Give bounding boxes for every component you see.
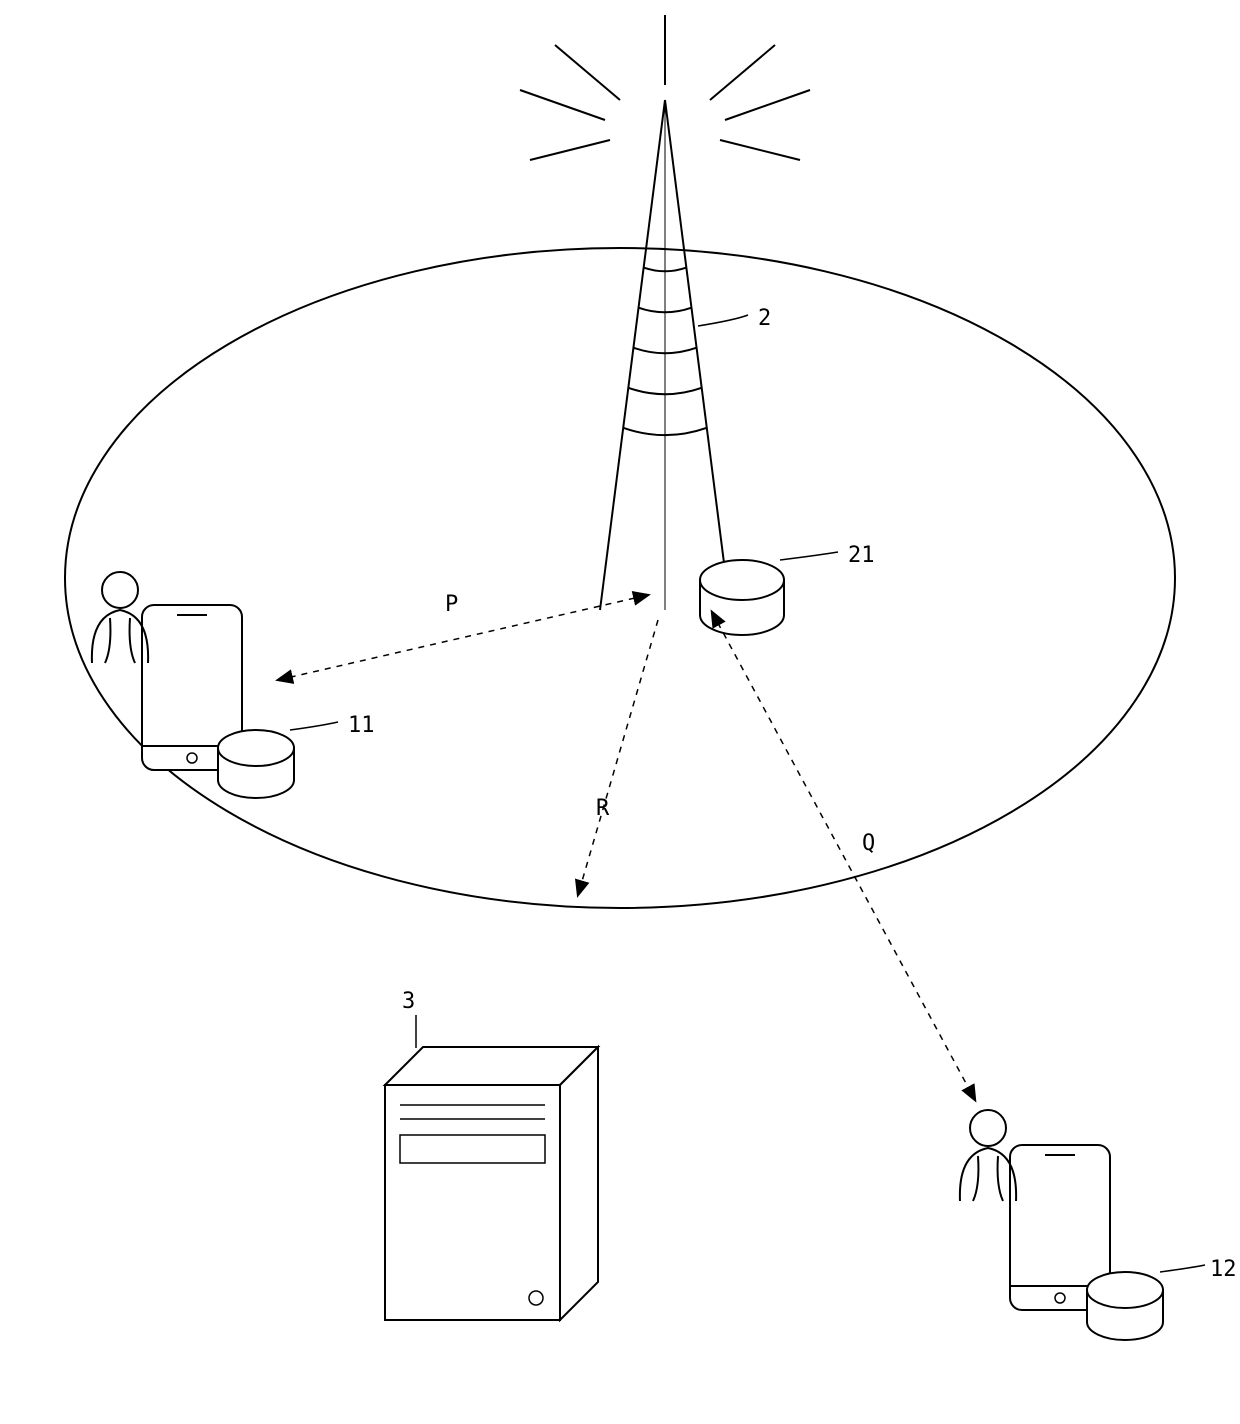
user1-db-icon-label: 11 [348,713,375,738]
user1-db-icon [218,722,338,798]
base-station-db-icon [700,552,838,635]
server-icon [385,1015,598,1320]
arrow-r-label: R [596,796,610,821]
arrow-p [278,595,648,680]
arrow-q-label: Q [862,831,875,856]
user2-db-icon-label: 12 [1210,1257,1237,1282]
tower-label: 2 [758,306,771,331]
user1-person-icon [92,572,148,663]
arrow-q [712,612,975,1100]
user2-db-icon [1087,1265,1205,1340]
base-station-db-icon-label: 21 [848,543,875,568]
arrow-p-label: P [445,592,458,617]
coverage-ellipse [65,248,1175,908]
arrow-r [578,620,658,895]
network-diagram: 2 21 11 12 3 P Q R [0,0,1240,1424]
server-label: 3 [402,989,415,1014]
user2-person-icon [960,1110,1016,1201]
